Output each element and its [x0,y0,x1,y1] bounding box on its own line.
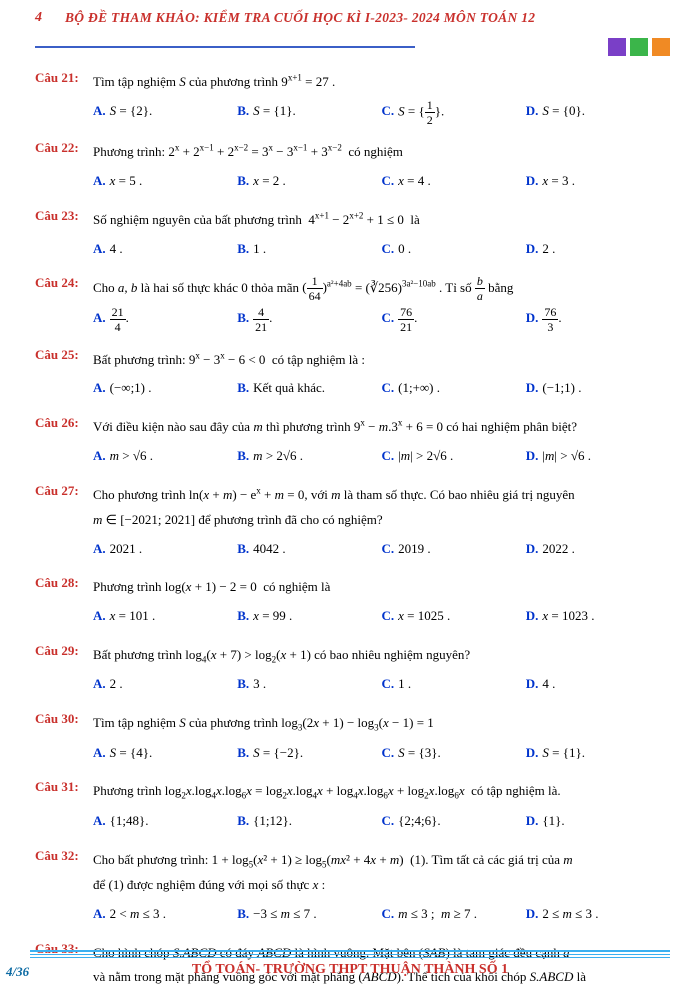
question-label: Câu 31: [35,779,93,833]
question-label: Câu 25: [35,347,93,401]
question-text: Phương trình log2x.log4x.log6x = log2x.l… [93,783,561,798]
choice-c: C. [382,99,395,126]
question-text: Cho bất phương trình: 1 + log5(x² + 1) ≥… [93,852,573,867]
footer: TỔ TOÁN- TRƯỜNG THPT THUẬN THÀNH SỐ 1 [0,950,700,979]
question-label: Câu 24: [35,275,93,333]
question-text-line2: m ∈ [−2021; 2021] để phương trình đã cho… [93,512,383,527]
question-28: Câu 28: Phương trình log(x + 1) − 2 = 0 … [35,575,670,628]
question-text: Phương trình log(x + 1) − 2 = 0 có nghiệ… [93,579,330,594]
question-25: Câu 25: Bất phương trình: 9x − 3x − 6 < … [35,347,670,401]
question-text-line2: để (1) được nghiệm đúng với mọi số thực … [93,877,325,892]
question-26: Câu 26: Với điều kiện nào sau đây của m … [35,415,670,469]
question-label: Câu 26: [35,415,93,469]
footer-text: TỔ TOÁN- TRƯỜNG THPT THUẬN THÀNH SỐ 1 [0,962,700,978]
question-label: Câu 28: [35,575,93,628]
question-label: Câu 22: [35,140,93,194]
question-32: Câu 32: Cho bất phương trình: 1 + log5(x… [35,848,670,927]
header: 4 BỘ ĐỀ THAM KHẢO: KIỂM TRA CUỐI HỌC KÌ … [35,10,670,26]
choice-d: D. [526,99,539,126]
question-21: Câu 21: Tìm tập nghiệm S của phương trìn… [35,70,670,126]
question-text: Tìm tập nghiệm S của phương trình 9x+1 =… [93,74,335,89]
page-number-bottom: 4/36 [6,964,29,980]
question-31: Câu 31: Phương trình log2x.log4x.log6x =… [35,779,670,833]
choice-b: B. [237,99,249,126]
page-number-top: 4 [35,10,65,26]
question-label: Câu 32: [35,848,93,927]
question-text: Cho a, b là hai số thực khác 0 thỏa mãn … [93,280,513,295]
question-label: Câu 21: [35,70,93,126]
header-divider [35,38,670,56]
question-label: Câu 23: [35,208,93,262]
question-label: Câu 30: [35,711,93,765]
question-30: Câu 30: Tìm tập nghiệm S của phương trìn… [35,711,670,765]
header-title: BỘ ĐỀ THAM KHẢO: KIỂM TRA CUỐI HỌC KÌ I-… [65,10,670,26]
question-label: Câu 27: [35,483,93,561]
question-24: Câu 24: Cho a, b là hai số thực khác 0 t… [35,275,670,333]
question-label: Câu 29: [35,643,93,697]
question-text: Tìm tập nghiệm S của phương trình log3(2… [93,715,434,730]
question-text: Số nghiệm nguyên của bất phương trình 4x… [93,212,420,227]
question-27: Câu 27: Cho phương trình ln(x + m) − ex … [35,483,670,561]
question-text: Cho phương trình ln(x + m) − ex + m = 0,… [93,487,575,502]
question-22: Câu 22: Phương trình: 2x + 2x−1 + 2x−2 =… [35,140,670,194]
question-29: Câu 29: Bất phương trình log4(x + 7) > l… [35,643,670,697]
question-text: Bất phương trình: 9x − 3x − 6 < 0 có tập… [93,352,365,367]
choice-a: A. [93,99,106,126]
question-text: Bất phương trình log4(x + 7) > log2(x + … [93,647,470,662]
question-23: Câu 23: Số nghiệm nguyên của bất phương … [35,208,670,262]
question-text: Phương trình: 2x + 2x−1 + 2x−2 = 3x − 3x… [93,144,403,159]
question-text: Với điều kiện nào sau đây của m thì phươ… [93,419,577,434]
